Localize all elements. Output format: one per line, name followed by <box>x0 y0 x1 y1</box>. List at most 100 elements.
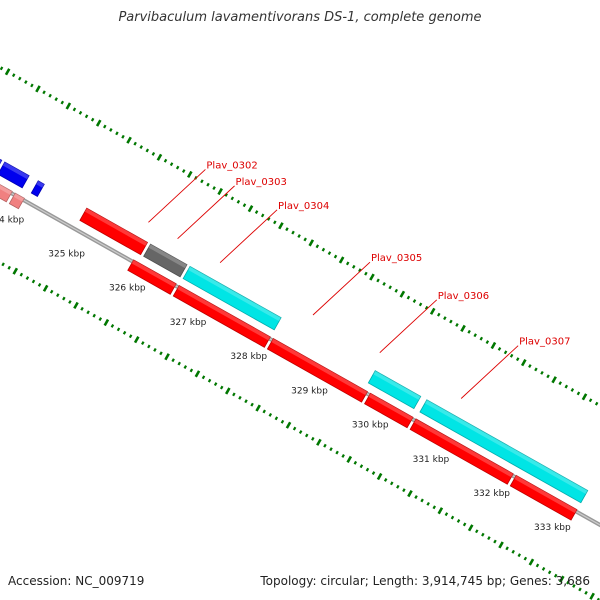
inner-tick <box>280 419 285 424</box>
outer-tick <box>479 336 484 341</box>
kbp-label: 328 kbp <box>230 352 267 362</box>
gene-feature-highlight <box>188 266 282 322</box>
outer-tick <box>42 90 46 95</box>
outer-tick <box>72 107 77 112</box>
inner-tick <box>547 570 552 575</box>
outer-tick <box>206 182 210 187</box>
gene-feature <box>127 259 177 295</box>
outer-tick <box>303 237 307 242</box>
inner-tick <box>244 399 248 404</box>
outer-tick <box>48 93 52 98</box>
outer-tick <box>515 357 520 362</box>
outer-tick <box>145 148 150 153</box>
inner-tick <box>189 368 194 373</box>
inner-tick <box>432 505 436 510</box>
inner-tick <box>566 580 570 585</box>
gene-feature-highlight <box>0 159 2 164</box>
kbp-label: 330 kbp <box>352 421 389 431</box>
inner-tick <box>402 488 406 493</box>
kbp-label: 326 kbp <box>109 284 146 294</box>
inner-tick <box>171 358 175 363</box>
gene-feature <box>364 392 414 429</box>
outer-tick <box>24 80 28 84</box>
outer-tick <box>95 119 102 127</box>
gene-feature-highlight <box>148 244 187 269</box>
outer-tick <box>376 278 380 283</box>
outer-tick <box>594 401 599 406</box>
gene-feature <box>0 184 13 203</box>
outer-tick <box>429 307 436 315</box>
outer-tick <box>424 305 429 310</box>
outer-tick <box>30 83 34 88</box>
outer-tick <box>297 234 301 238</box>
inner-tick <box>481 532 485 537</box>
inner-tick <box>255 404 261 412</box>
inner-tick <box>572 584 576 588</box>
inner-tick <box>25 276 30 280</box>
inner-tick <box>194 370 201 378</box>
gene-features <box>0 158 589 521</box>
inner-tick <box>62 296 66 301</box>
gene-feature-highlight <box>424 399 588 494</box>
inner-tick <box>250 402 254 407</box>
gene-feature <box>409 418 514 485</box>
label-leader <box>177 185 235 240</box>
gene-label-plav-0305: Plav_0305 <box>371 253 422 264</box>
outer-tick <box>285 227 289 232</box>
inner-tick <box>498 541 504 549</box>
outer-tick <box>84 114 89 119</box>
inner-tick <box>141 341 145 345</box>
kbp-axis-labels: 324 kbp 325 kbp 326 kbp 327 kbp 328 kbp 329 k… <box>0 215 571 533</box>
inner-tick <box>316 438 322 446</box>
inner-tick <box>462 522 467 527</box>
inner-tick <box>359 464 364 469</box>
gene-feature-highlight <box>131 259 177 288</box>
outer-tick <box>321 247 326 252</box>
inner-tick <box>541 566 546 571</box>
inner-tick <box>396 484 400 489</box>
inner-tick <box>1 262 5 267</box>
inner-tick <box>153 347 157 352</box>
outer-tick <box>418 302 423 307</box>
label-leaders <box>148 169 519 399</box>
outer-tick <box>534 367 538 372</box>
inner-tick <box>262 409 266 414</box>
outer-tick <box>540 370 544 375</box>
inner-tick <box>353 460 358 465</box>
kbp-label: 327 kbp <box>170 318 207 328</box>
outer-tick <box>399 290 406 298</box>
inner-tick <box>292 426 297 431</box>
inner-tick <box>341 454 345 458</box>
outer-tick <box>581 393 588 401</box>
inner-tick <box>201 375 206 380</box>
inner-tick <box>371 471 376 476</box>
inner-tick <box>578 587 582 592</box>
outer-tick <box>11 73 16 78</box>
gene-feature-highlight <box>84 208 148 246</box>
outer-tick <box>576 391 581 396</box>
label-leader <box>379 299 438 353</box>
outer-tick <box>388 285 392 290</box>
outer-tick <box>133 141 137 146</box>
backbone-main <box>0 184 600 528</box>
backbone-line <box>0 184 600 528</box>
outer-tick <box>497 346 502 351</box>
outer-tick <box>230 196 235 201</box>
outer-tick <box>217 187 223 196</box>
kbp-label: 332 kbp <box>473 489 510 499</box>
outer-tick <box>449 319 453 324</box>
outer-tick <box>509 353 514 358</box>
inner-tick <box>133 336 140 344</box>
outer-tick <box>224 193 228 197</box>
outer-tick <box>78 110 83 115</box>
label-leader <box>312 261 371 316</box>
outer-tick <box>490 341 497 350</box>
accession-text: Accession: NC_009719 <box>8 574 145 588</box>
outer-tick <box>0 66 4 71</box>
inner-tick <box>274 416 279 421</box>
inner-tick <box>584 590 588 595</box>
outer-tick <box>588 398 593 403</box>
outer-tick <box>273 220 277 225</box>
inner-tick <box>80 306 84 311</box>
